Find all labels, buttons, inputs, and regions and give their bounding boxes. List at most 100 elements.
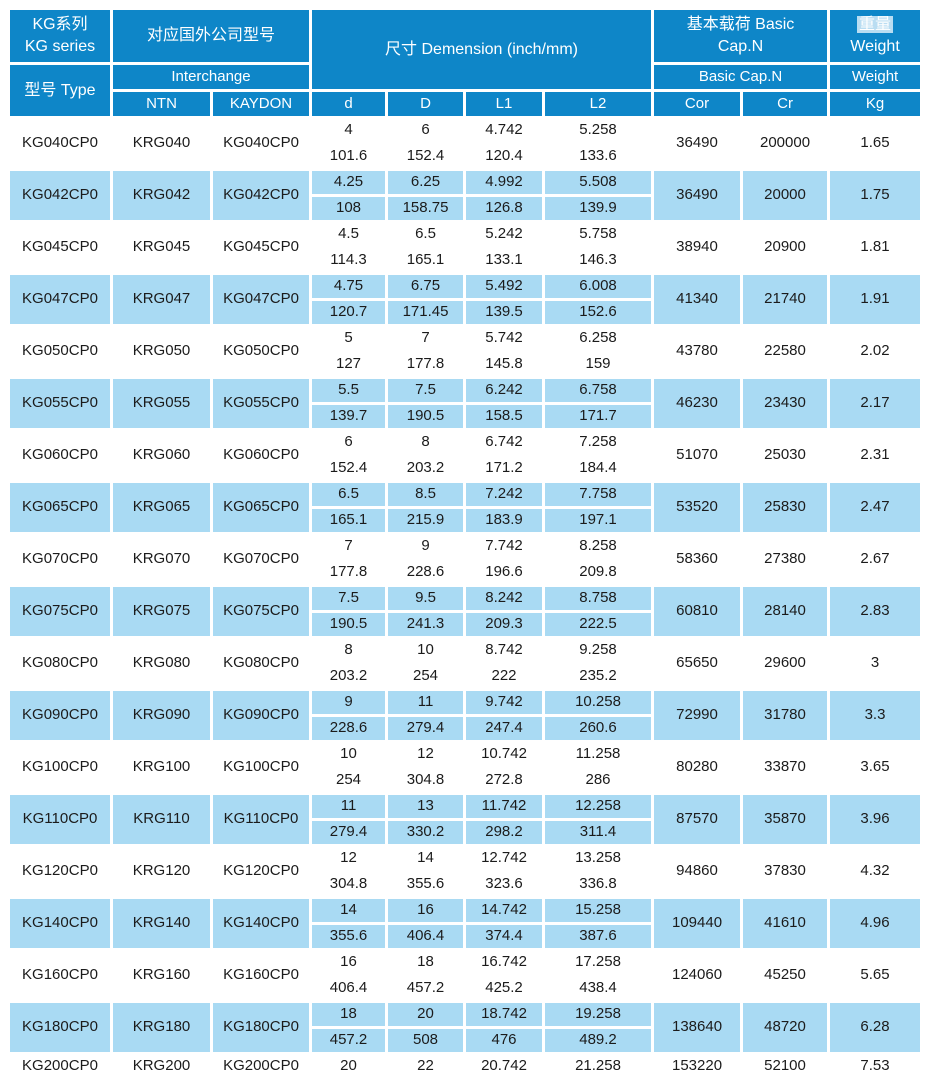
dim-L1-inch-cell: 5.242 (485, 225, 523, 243)
ntn-cell: KRG040 (132, 134, 191, 152)
dim-L2-inch-cell: 8.758 (545, 587, 652, 610)
kaydon-cell: KG100CP0 (223, 758, 299, 776)
dim-D-inch-cell: 8 (421, 433, 430, 451)
dim-L1-inch-cell: 4.742 (485, 121, 523, 139)
dim-L1-inch-cell: 8.742 (485, 641, 523, 659)
table-row: KG140CP0 KRG140 KG140CP0 14 16 14.742 15.258 10… (10, 899, 921, 948)
ntn-cell: KRG180 (113, 1003, 210, 1052)
dim-d-mm-cell: 127 (336, 355, 362, 373)
cor-cell: 46230 (654, 379, 741, 428)
dim-d-inch-cell: 10 (340, 745, 357, 763)
type-cell: KG200CP0 (22, 1057, 98, 1075)
dim-L2-inch-cell: 11.258 (575, 745, 621, 763)
ntn-cell: KRG060 (132, 446, 191, 464)
table-row: KG065CP0 KRG065 KG065CP0 6.5 8.5 7.242 7.758 53… (10, 483, 921, 532)
header-dim-d: d (312, 92, 386, 116)
kaydon-cell: KG060CP0 (223, 446, 299, 464)
kg-cell: 4.96 (830, 899, 921, 948)
header-type: 型号 Type (10, 65, 110, 116)
dim-d-mm-cell: 177.8 (329, 563, 368, 581)
dim-d-mm-cell: 457.2 (312, 1029, 386, 1052)
kaydon-cell: KG075CP0 (213, 587, 310, 636)
dim-D-inch-cell: 22 (417, 1057, 434, 1075)
dim-d-mm-cell: 355.6 (312, 925, 386, 948)
header-weight-en: Weight (850, 38, 900, 55)
dim-D-mm-cell: 254 (413, 667, 439, 685)
cr-cell: 37830 (764, 862, 806, 880)
header-weight-row2: Weight (830, 65, 921, 89)
table-row-mm: 127 177.8 145.8 159 (10, 353, 920, 376)
dim-d-mm-cell: 120.7 (312, 301, 386, 324)
dim-L2-mm-cell: 438.4 (579, 979, 617, 997)
header-basic-cap: 基本载荷 Basic Cap.N (654, 10, 828, 62)
dim-d-inch-cell: 4.5 (338, 225, 359, 243)
dim-d-inch-cell: 8 (344, 641, 353, 659)
dim-L2-inch-cell: 8.258 (579, 537, 617, 555)
dim-L2-mm-cell: 286 (585, 771, 611, 789)
ntn-cell: KRG100 (132, 758, 191, 776)
dim-L1-mm-cell: 196.6 (485, 563, 523, 581)
kg-cell: 6.28 (830, 1003, 921, 1052)
cr-cell: 52100 (764, 1057, 806, 1075)
table-row: KG100CP0 KRG100 KG100CP0 10 12 10.742 11.258 80… (10, 743, 920, 776)
dim-d-inch-cell: 4.75 (312, 275, 386, 298)
table-row-mm: 203.2 254 222 235.2 (10, 665, 920, 688)
dim-d-mm-cell: 279.4 (312, 821, 386, 844)
dim-L2-mm-cell: 336.8 (579, 875, 617, 893)
kaydon-cell: KG065CP0 (213, 483, 310, 532)
type-cell: KG140CP0 (10, 899, 110, 948)
header-dimension-title: 尺寸 Demension (inch/mm) (312, 10, 652, 89)
kg-cell: 1.75 (830, 171, 921, 220)
cr-cell: 48720 (743, 1003, 828, 1052)
dim-L2-inch-cell: 6.258 (579, 329, 617, 347)
header-basic-cap-line1: 基本载荷 Basic (686, 16, 795, 34)
header-basic-cap-line2: Cap.N (717, 38, 764, 55)
kg-cell: 1.81 (860, 238, 890, 256)
table-row: KG180CP0 KRG180 KG180CP0 18 20 18.742 19.258 13… (10, 1003, 921, 1052)
type-cell: KG070CP0 (22, 550, 98, 568)
dim-d-mm-cell: 228.6 (312, 717, 386, 740)
kg-cell: 2.02 (860, 342, 890, 360)
type-cell: KG160CP0 (22, 966, 98, 984)
dim-D-inch-cell: 18 (417, 953, 434, 971)
dim-L2-inch-cell: 7.758 (545, 483, 652, 506)
dim-D-inch-cell: 9.5 (388, 587, 464, 610)
table-row-mm: 101.6 152.4 120.4 133.6 (10, 145, 920, 168)
dim-L1-mm-cell: 145.8 (485, 355, 523, 373)
cr-cell: 41610 (743, 899, 828, 948)
dim-L1-inch-cell: 7.242 (466, 483, 543, 506)
header-dim-D: D (388, 92, 464, 116)
kaydon-cell: KG080CP0 (223, 654, 299, 672)
dim-L1-mm-cell: 183.9 (466, 509, 543, 532)
dim-L2-inch-cell: 10.258 (545, 691, 652, 714)
dim-L1-mm-cell: 476 (466, 1029, 543, 1052)
dim-L2-inch-cell: 6.758 (545, 379, 652, 402)
weight-cn-highlight: 重量 (857, 16, 894, 34)
dim-d-mm-cell: 152.4 (329, 459, 368, 477)
cor-cell: 124060 (671, 966, 723, 984)
type-cell: KG050CP0 (22, 342, 98, 360)
cr-cell: 25030 (764, 446, 806, 464)
ntn-cell: KRG065 (113, 483, 210, 532)
dim-L1-mm-cell: 139.5 (466, 301, 543, 324)
dim-L2-mm-cell: 159 (585, 355, 611, 373)
dim-D-mm-cell: 330.2 (388, 821, 464, 844)
ntn-cell: KRG140 (113, 899, 210, 948)
dim-L1-mm-cell: 126.8 (466, 197, 543, 220)
header-kg-series-en: KG series (24, 38, 96, 55)
dim-d-mm-cell: 203.2 (329, 667, 368, 685)
table-row-mm: 254 304.8 272.8 286 (10, 769, 920, 792)
dim-L2-inch-cell: 12.258 (545, 795, 652, 818)
table-row-mm: 152.4 203.2 171.2 184.4 (10, 457, 920, 480)
kg-cell: 4.32 (860, 862, 890, 880)
table-row: KG080CP0 KRG080 KG080CP0 8 10 8.742 9.258 65650… (10, 639, 920, 672)
table-row: KG047CP0 KRG047 KG047CP0 4.75 6.75 5.492 6.008… (10, 275, 921, 324)
dim-D-inch-cell: 11 (388, 691, 464, 714)
dim-d-inch-cell: 4 (344, 121, 353, 139)
dim-L1-inch-cell: 7.742 (485, 537, 523, 555)
kaydon-cell: KG200CP0 (223, 1057, 299, 1075)
dim-L1-mm-cell: 171.2 (485, 459, 523, 477)
cor-cell: 153220 (671, 1057, 723, 1075)
dim-D-mm-cell: 165.1 (406, 251, 445, 269)
dim-D-mm-cell: 203.2 (406, 459, 445, 477)
